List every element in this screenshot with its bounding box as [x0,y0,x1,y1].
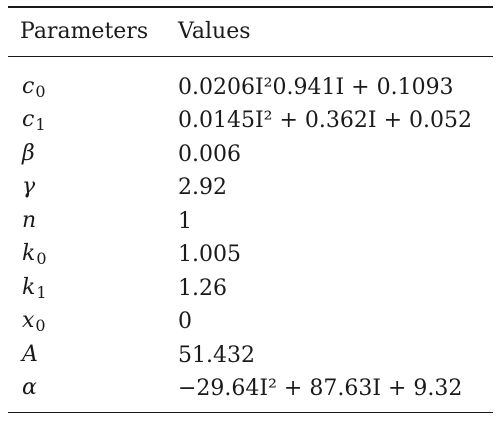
value-cell: −29.64I² + 87.63I + 9.32 [178,376,463,402]
table-row: k1 1.26 [8,272,493,306]
param-symbol: k [22,274,36,300]
table-row: n 1 [8,205,493,239]
table-row: c0 0.0206I²0.941I + 0.1093 [8,71,493,105]
table-row: x0 0 [8,305,493,339]
param-subscript: 1 [36,282,47,302]
param-symbol: k [22,241,36,267]
param-symbol: n [22,207,37,233]
value-cell: 0 [178,309,192,335]
param-cell: k1 [8,275,178,302]
table-row: k0 1.005 [8,238,493,272]
value-cell: 0.0145I² + 0.362I + 0.052 [178,108,472,134]
parameters-table: Parameters Values c0 0.0206I²0.941I + 0.… [8,4,493,413]
param-cell: β [8,141,178,168]
param-cell: A [8,342,178,369]
param-symbol: c [22,107,35,133]
param-symbol: γ [22,174,36,200]
param-symbol: A [22,341,38,367]
table-header: Parameters Values [8,8,493,56]
table-row: γ 2.92 [8,171,493,205]
table-row: c1 0.0145I² + 0.362I + 0.052 [8,104,493,138]
param-symbol: α [22,375,37,401]
param-cell: c1 [8,107,178,134]
bottom-rule [8,411,493,413]
param-cell: k0 [8,241,178,268]
top-rule [8,6,493,8]
param-subscript: 1 [35,115,46,135]
value-cell: 1.005 [178,242,241,268]
table-row: A 51.432 [8,339,493,373]
header-parameters: Parameters [20,19,149,44]
value-cell: 0.0206I²0.941I + 0.1093 [178,74,454,100]
param-subscript: 0 [35,81,46,101]
param-symbol: c [22,73,35,99]
value-cell: 0.006 [178,141,241,167]
param-cell: c0 [8,74,178,101]
param-symbol: β [22,140,35,166]
value-cell: 2.92 [178,175,227,201]
header-values: Values [178,19,251,44]
param-cell: γ [8,174,178,201]
header-rule [8,55,493,57]
value-cell: 1.26 [178,275,227,301]
table-row: α −29.64I² + 87.63I + 9.32 [8,372,493,406]
param-subscript: 0 [35,316,46,336]
param-subscript: 0 [36,249,47,269]
value-cell: 1 [178,208,192,234]
table-body: c0 0.0206I²0.941I + 0.1093 c1 0.0145I² +… [8,57,493,406]
param-cell: x0 [8,308,178,335]
table-row: β 0.006 [8,138,493,172]
param-symbol: x [22,308,35,334]
value-cell: 51.432 [178,342,255,368]
param-cell: α [8,375,178,402]
param-cell: n [8,208,178,235]
